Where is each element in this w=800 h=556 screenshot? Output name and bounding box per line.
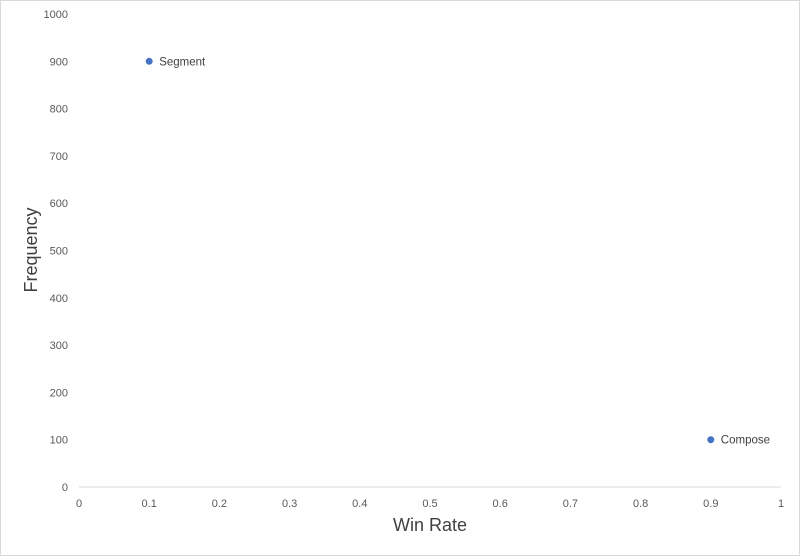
x-tick-label: 0.6 [493,498,508,510]
y-tick-label: 200 [50,387,68,399]
x-tick-label: 0.2 [212,498,227,510]
x-tick-label: 0.3 [282,498,297,510]
y-tick-label: 600 [50,198,68,210]
x-tick-label: 0.4 [352,498,367,510]
y-tick-label: 300 [50,340,68,352]
y-tick-label: 0 [62,482,68,494]
y-tick-label: 700 [50,151,68,163]
x-tick-label: 0.9 [703,498,718,510]
y-tick-label: 400 [50,293,68,305]
y-axis-title: Frequency [21,207,41,292]
data-point [707,436,715,444]
y-tick-label: 900 [50,56,68,68]
data-point-label: Compose [721,435,770,447]
x-tick-label: 0.1 [142,498,157,510]
y-tick-label: 100 [50,435,68,447]
data-points: Segment Compose [145,56,770,447]
x-axis-ticks: 0 0.1 0.2 0.3 0.4 0.5 0.6 0.7 0.8 0.9 1 [76,498,784,510]
y-axis-ticks: 0 100 200 300 400 500 600 700 800 900 1000 [44,9,68,494]
x-tick-label: 0 [76,498,82,510]
y-tick-label: 500 [50,246,68,258]
y-tick-label: 800 [50,104,68,116]
data-point [145,57,153,65]
x-tick-label: 0.8 [633,498,648,510]
x-tick-label: 0.5 [422,498,437,510]
y-tick-label: 1000 [44,9,68,21]
x-tick-label: 1 [778,498,784,510]
x-tick-label: 0.7 [563,498,578,510]
x-axis-title: Win Rate [393,515,467,535]
data-point-label: Segment [159,56,206,68]
